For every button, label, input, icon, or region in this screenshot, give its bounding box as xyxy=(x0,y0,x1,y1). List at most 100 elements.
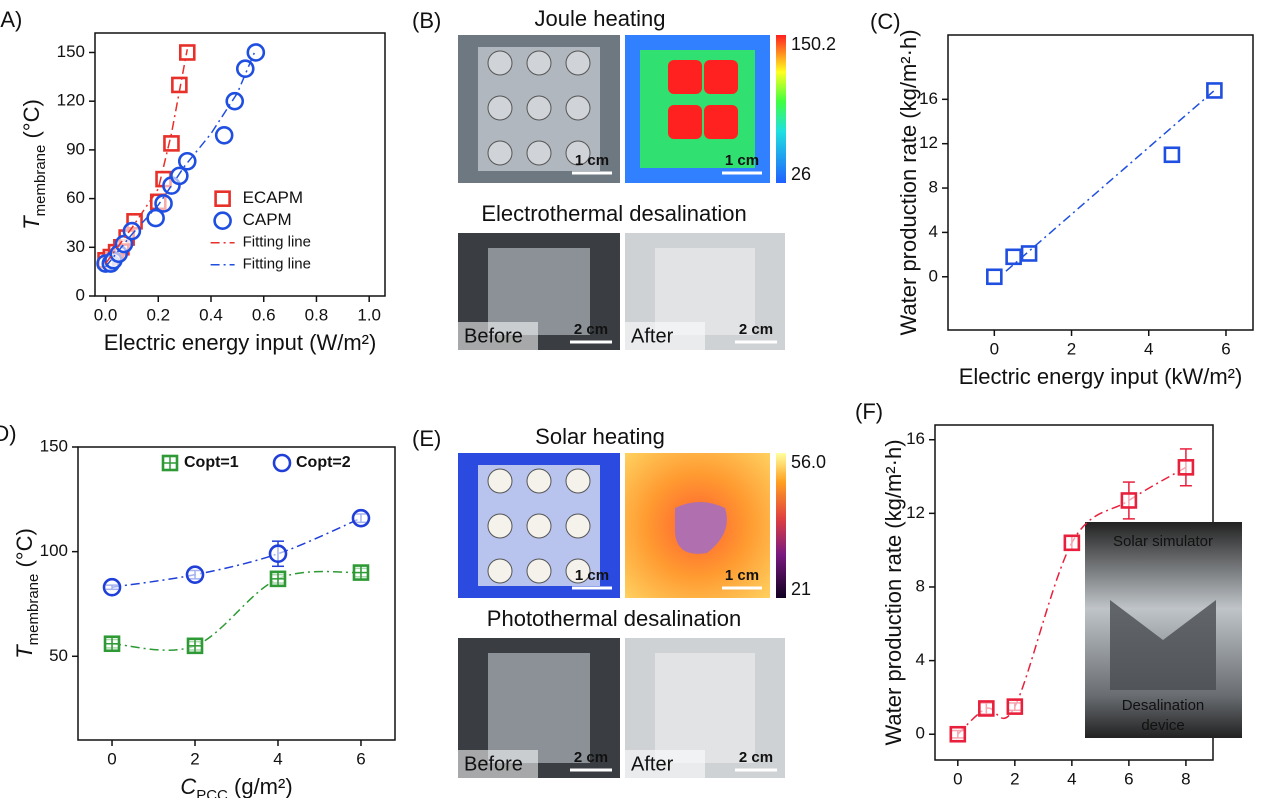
plot-frame xyxy=(948,35,1253,330)
scale-bar-label: 1 cm xyxy=(575,152,609,169)
thermal-hot xyxy=(668,60,702,94)
photo-label: Before xyxy=(464,753,523,775)
y-tick-label: 4 xyxy=(929,222,938,241)
device-bolt xyxy=(527,469,551,493)
x-tick-label: 0.0 xyxy=(94,305,118,324)
marker-shape xyxy=(104,579,120,595)
marker-shape xyxy=(353,510,369,526)
marker xyxy=(1122,493,1136,507)
scale-bar-label: 2 cm xyxy=(739,321,773,338)
marker-shape xyxy=(164,136,178,150)
marker xyxy=(1022,246,1036,260)
y-axis-label-part: Water production rate (kg/m²·h) xyxy=(896,29,921,335)
marker xyxy=(148,210,164,226)
marker xyxy=(216,127,232,143)
x-axis-label: Copt (kW/m²) xyxy=(1013,794,1134,798)
marker-shape xyxy=(148,210,164,226)
legend-label: CAPM xyxy=(243,210,292,229)
y-tick-label: 4 xyxy=(916,650,925,669)
device-bolt xyxy=(527,96,551,120)
photo-subtitle: Electrothermal desalination xyxy=(481,201,746,226)
marker-shape xyxy=(274,455,290,471)
x-axis-label-part: (g/m²) xyxy=(228,774,293,798)
marker-shape xyxy=(987,270,1001,284)
device-bolt xyxy=(488,141,512,165)
marker-shape xyxy=(216,127,232,143)
marker xyxy=(164,136,178,150)
legend-item: Fitting line xyxy=(211,256,311,273)
x-tick-label: 6 xyxy=(1221,339,1230,358)
y-tick-label: 16 xyxy=(906,429,925,448)
colorbar-label: 21 xyxy=(791,579,811,599)
device-bolt xyxy=(488,469,512,493)
x-tick-label: 2 xyxy=(190,749,199,768)
device-bolt xyxy=(488,559,512,583)
y-tick-label: 0 xyxy=(929,266,938,285)
x-tick-label: 0.4 xyxy=(199,305,223,324)
marker xyxy=(248,44,264,60)
marker-shape xyxy=(951,727,965,741)
device-bolt xyxy=(527,514,551,538)
y-tick-label: 120 xyxy=(57,91,85,110)
fit-curve xyxy=(112,572,361,651)
x-axis-label-part: (kW/m²) xyxy=(1050,794,1134,798)
marker xyxy=(215,213,231,229)
marker-shape xyxy=(1165,148,1179,162)
x-tick-label: 2 xyxy=(1010,769,1019,788)
y-axis-label-part: Water production rate (kg/m²·h) xyxy=(881,439,906,745)
inset-label: Desalination xyxy=(1122,697,1205,714)
colorbar-label: 56.0 xyxy=(791,452,826,472)
marker-shape xyxy=(248,44,264,60)
y-tick-label: 150 xyxy=(40,436,68,455)
marker xyxy=(987,270,1001,284)
legend-item: Copt=1 xyxy=(163,454,239,471)
x-axis-label-part: C xyxy=(1013,794,1029,798)
x-tick-label: 1.0 xyxy=(357,305,381,324)
marker xyxy=(163,456,177,470)
desalination-photo: Before2 cm xyxy=(458,638,620,778)
x-tick-label: 4 xyxy=(273,749,282,768)
marker-shape xyxy=(1065,536,1079,550)
y-tick-label: 60 xyxy=(66,188,85,207)
photo-title: Solar heating xyxy=(535,424,665,449)
x-tick-label: 4 xyxy=(1067,769,1076,788)
device-bolt xyxy=(527,559,551,583)
thermal-hot xyxy=(704,105,738,139)
y-tick-label: 16 xyxy=(919,89,938,108)
marker xyxy=(354,566,368,580)
panel-label: (F) xyxy=(855,399,883,424)
device-bolt xyxy=(527,141,551,165)
y-tick-label: 12 xyxy=(919,133,938,152)
y-tick-label: 150 xyxy=(57,42,85,61)
figure: (A)0.00.20.40.60.81.00306090120150Electr… xyxy=(0,0,1274,798)
y-axis-label-part: (°C) xyxy=(12,528,37,573)
y-axis-label-part: membrane xyxy=(32,145,49,217)
y-tick-label: 50 xyxy=(49,646,68,665)
x-tick-label: 2 xyxy=(1067,339,1076,358)
y-axis-label-part: (°C) xyxy=(19,99,44,144)
legend-item: ECAPM xyxy=(216,188,303,207)
panel-label: (B) xyxy=(412,8,441,33)
panel-label: (E) xyxy=(412,426,441,451)
legend-label: Fitting line xyxy=(243,256,311,273)
marker xyxy=(105,637,119,651)
x-tick-label: 6 xyxy=(356,749,365,768)
device-bolt xyxy=(527,51,551,75)
legend-item: CAPM xyxy=(215,210,292,229)
fit-curve xyxy=(112,518,361,587)
thermal-hot xyxy=(704,60,738,94)
marker xyxy=(1008,700,1022,714)
legend-label: Copt=1 xyxy=(184,454,239,471)
device-bolt xyxy=(488,51,512,75)
device-bolt xyxy=(566,51,590,75)
y-axis-label: Water production rate (kg/m²·h) xyxy=(881,439,906,745)
marker-shape xyxy=(1179,460,1193,474)
y-tick-label: 12 xyxy=(906,503,925,522)
marker-shape xyxy=(270,546,286,562)
inset-label: device xyxy=(1141,717,1184,734)
scale-bar-label: 1 cm xyxy=(725,567,759,584)
y-axis-label-part: membrane xyxy=(25,574,42,646)
marker xyxy=(1165,148,1179,162)
